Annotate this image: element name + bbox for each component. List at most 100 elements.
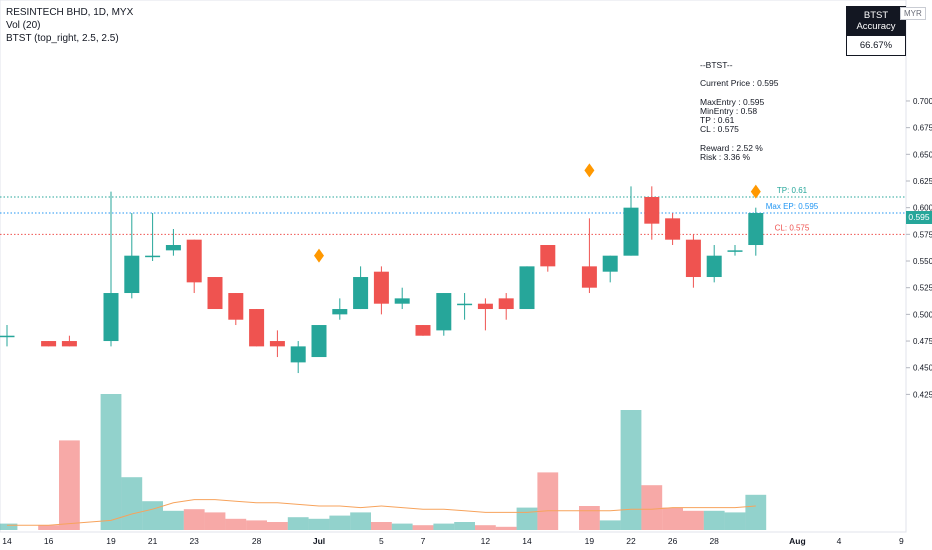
volume-bar <box>579 506 600 530</box>
x-tick-label: 23 <box>189 536 199 546</box>
candles <box>0 186 764 374</box>
x-tick-label: 19 <box>585 536 595 546</box>
candle-body <box>581 266 597 288</box>
volume-bar <box>0 523 18 530</box>
x-tick-label: 16 <box>44 536 54 546</box>
info-line: CL : 0.575 <box>700 124 739 135</box>
y-tick-label: 0.625 <box>913 177 932 186</box>
x-tick-label: 28 <box>252 536 262 546</box>
volume-bar <box>537 472 559 530</box>
volume-bar <box>703 510 725 530</box>
x-tick-label: 14 <box>2 536 12 546</box>
y-tick-label: 0.525 <box>913 284 932 293</box>
volume-bar <box>412 525 434 530</box>
candle-body <box>61 341 77 347</box>
chart-legend: RESINTECH BHD, 1D, MYX Vol (20) BTST (to… <box>6 6 133 45</box>
volume-bar <box>350 512 371 530</box>
candle-body <box>249 309 265 347</box>
x-tick-label: 14 <box>522 536 532 546</box>
candle-body <box>644 196 660 224</box>
volume-bar <box>454 522 475 530</box>
accuracy-header: BTST Accuracy <box>847 7 905 36</box>
candle-body <box>727 250 743 252</box>
y-tick-label: 0.675 <box>913 124 932 133</box>
volume-bar <box>267 522 288 530</box>
info-line: TP : 0.61 <box>700 115 735 126</box>
candle-body <box>186 239 202 283</box>
candle-body <box>457 303 473 306</box>
info-line: Risk : 3.36 % <box>700 151 751 162</box>
info-line: MinEntry : 0.58 <box>700 105 758 116</box>
x-tick-label: 12 <box>481 536 491 546</box>
y-tick-label: 0.475 <box>913 337 932 346</box>
candle-body <box>165 245 181 251</box>
volume-bar <box>495 526 517 530</box>
candle-body <box>373 271 389 304</box>
volume-bar <box>142 501 163 530</box>
volume-bar <box>163 510 184 530</box>
x-tick-label: 5 <box>379 536 384 546</box>
x-tick-label: 21 <box>148 536 158 546</box>
accuracy-value: 66.67% <box>859 40 893 51</box>
y-tick-label: 0.450 <box>913 364 932 373</box>
candle-body <box>124 255 140 294</box>
level-label: TP: 0.61 <box>777 186 808 195</box>
volume-bar <box>246 520 267 530</box>
candle-body <box>685 239 701 278</box>
volume-bar <box>38 525 59 530</box>
volume-bar <box>620 410 642 530</box>
volume-bar <box>599 520 621 530</box>
volume-bar <box>59 440 80 530</box>
level-lines: TP: 0.61 Max EP: 0.595 CL: 0.575 <box>0 186 906 235</box>
candle-body <box>207 277 223 310</box>
x-tick-label: 26 <box>668 536 678 546</box>
candle-body <box>145 255 161 258</box>
candle-body <box>665 218 681 240</box>
info-line: Current Price : 0.595 <box>700 78 779 89</box>
btst-indicator-label[interactable]: BTST (top_right, 2.5, 2.5) <box>6 33 119 44</box>
candle-body <box>436 293 452 331</box>
y-tick-label: 0.650 <box>913 150 932 159</box>
volume-bar <box>371 522 392 530</box>
candle-body <box>228 293 244 320</box>
signal-diamond <box>314 248 324 263</box>
x-tick-label: 4 <box>837 536 842 546</box>
volume-bar <box>391 523 413 530</box>
x-tick-label: 7 <box>421 536 426 546</box>
volume-bar <box>433 523 455 530</box>
symbol-title[interactable]: RESINTECH BHD, 1D, MYX <box>6 7 134 18</box>
info-line: Reward : 2.52 % <box>700 142 763 153</box>
candle-body <box>0 335 15 338</box>
volume-bar <box>683 510 704 530</box>
volume-bar <box>225 518 247 530</box>
volume-bar <box>204 512 226 530</box>
candle-body <box>477 303 493 310</box>
candle-body <box>706 255 722 278</box>
y-tick-label: 0.575 <box>913 230 932 239</box>
x-tick-label: 19 <box>106 536 116 546</box>
info-line: MaxEntry : 0.595 <box>700 96 765 107</box>
y-tick-label: 0.550 <box>913 257 932 266</box>
y-tick-label: 0.700 <box>913 97 932 106</box>
signal-diamond <box>750 184 761 199</box>
candle-body <box>415 325 431 336</box>
candle-body <box>41 341 57 347</box>
candle-body <box>103 293 119 342</box>
axes: 0.425 0.450 0.475 0.500 0.525 0.550 0.575 0.600… <box>0 97 932 546</box>
volume-bar <box>724 512 746 530</box>
x-tick-label: 28 <box>709 536 719 546</box>
volume-bar <box>329 515 351 530</box>
candle-body <box>290 346 306 363</box>
candle-body <box>602 255 618 272</box>
currency-label[interactable]: MYR <box>900 7 926 20</box>
volume-bar <box>662 507 683 530</box>
y-tick-label: 0.500 <box>913 310 932 319</box>
candle-body <box>748 213 764 246</box>
candle-body <box>623 207 639 256</box>
volume-indicator-label[interactable]: Vol (20) <box>6 20 41 31</box>
volume-bar <box>475 525 496 530</box>
level-label: Max EP: 0.595 <box>766 202 819 211</box>
candle-body <box>269 341 285 347</box>
volume-bar <box>308 518 330 530</box>
